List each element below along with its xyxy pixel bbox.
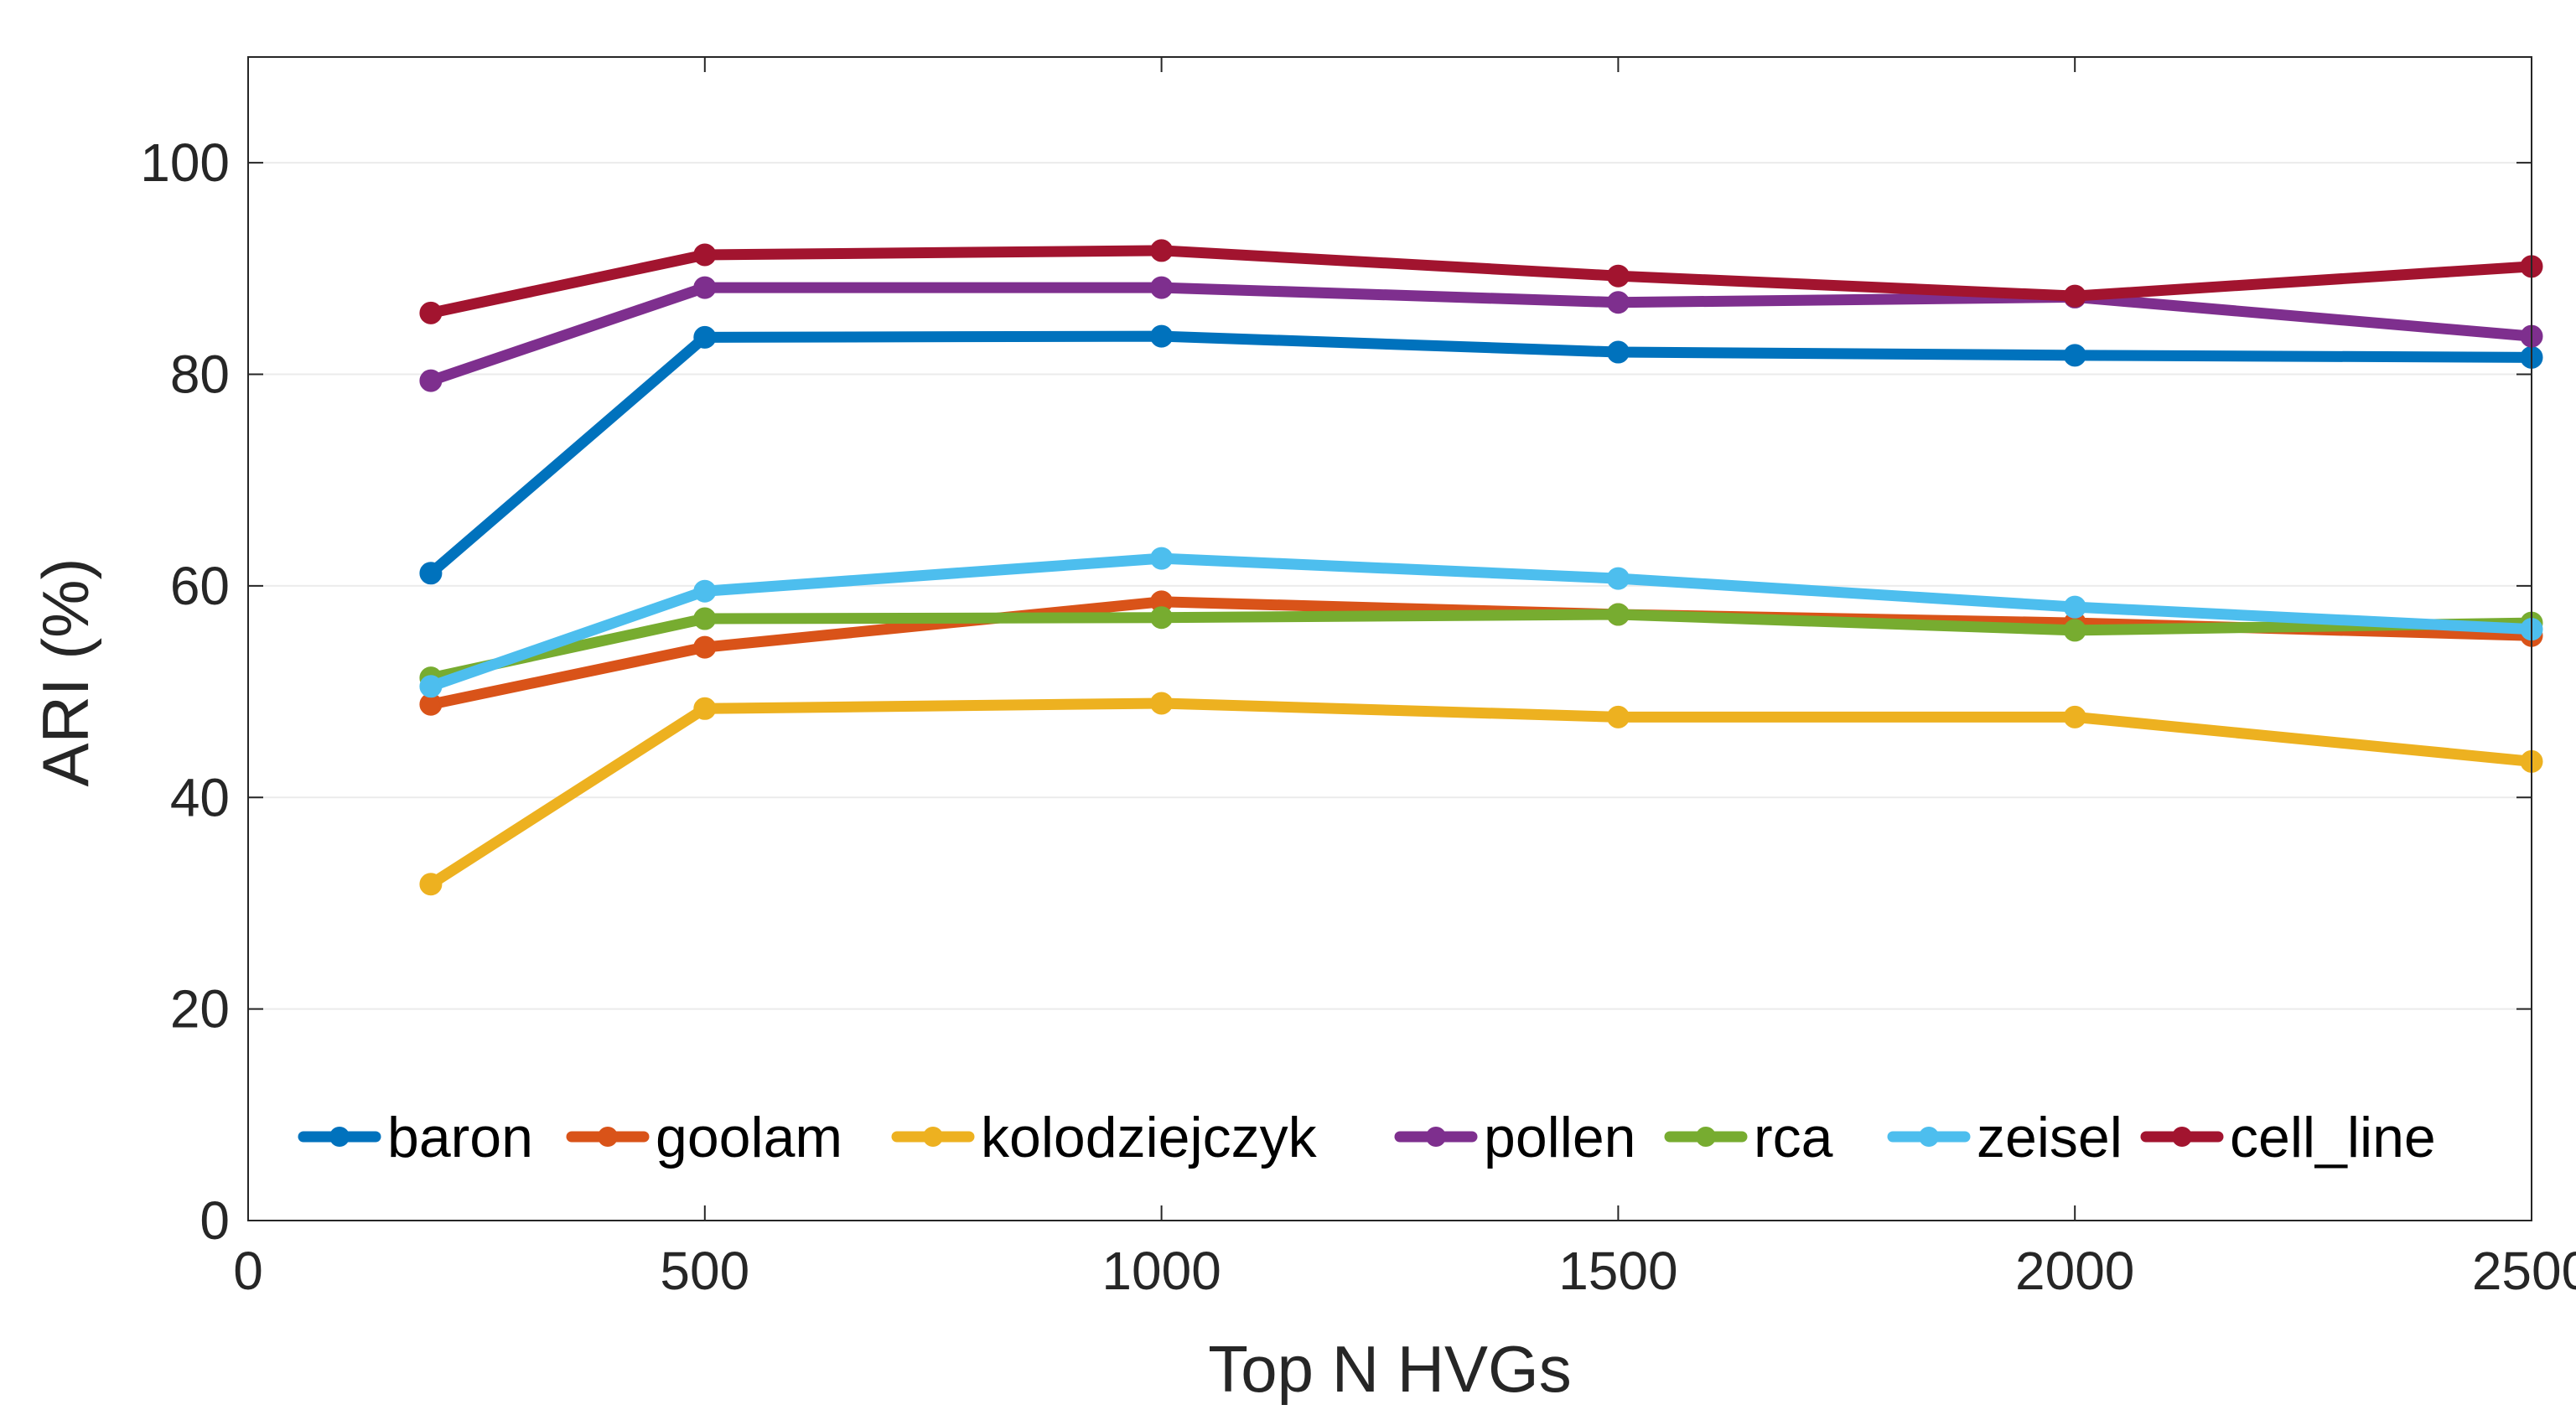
data-point-cell_line: [693, 243, 717, 267]
data-point-cell_line: [2063, 284, 2086, 308]
legend-item-cell_line: cell_line: [2140, 1106, 2436, 1169]
legend-marker: [923, 1127, 943, 1147]
data-point-baron: [1150, 324, 1174, 348]
legend-marker: [598, 1127, 618, 1147]
series-line-zeisel: [425, 552, 2537, 692]
data-point-zeisel: [1150, 547, 1174, 570]
legend-item-kolodziejczyk: kolodziejczyk: [891, 1106, 1318, 1169]
data-point-zeisel: [2063, 595, 2086, 619]
legend-marker: [1426, 1127, 1446, 1147]
data-point-zeisel: [419, 675, 443, 698]
x-tick-label: 500: [660, 1241, 749, 1301]
legend-marker: [2172, 1127, 2192, 1147]
data-point-cell_line: [1150, 239, 1174, 262]
series-rca: [419, 603, 2543, 690]
series-line-baron: [425, 330, 2537, 579]
legend-marker: [1696, 1127, 1716, 1147]
data-point-baron: [693, 325, 717, 349]
y-axis-title: ARI (%): [29, 558, 102, 787]
legend-marker: [1919, 1127, 1939, 1147]
series-line-rca: [425, 609, 2537, 684]
legend-label: cell_line: [2230, 1106, 2436, 1169]
series-baron: [419, 324, 2543, 585]
data-point-rca: [1150, 606, 1174, 630]
y-tick-label: 60: [170, 556, 230, 616]
legend-label: pollen: [1484, 1106, 1636, 1169]
data-point-baron: [1606, 340, 1630, 364]
x-tick-label: 1500: [1558, 1241, 1677, 1301]
data-point-kolodziejczyk: [1150, 692, 1174, 715]
legend-label: kolodziejczyk: [981, 1106, 1318, 1169]
legend-item-baron: baron: [298, 1106, 533, 1169]
data-point-cell_line: [419, 301, 443, 324]
series-kolodziejczyk: [419, 692, 2543, 896]
x-tick-label: 2000: [2015, 1241, 2134, 1301]
legend-label: zeisel: [1977, 1106, 2122, 1169]
data-point-pollen: [1606, 291, 1630, 314]
series-line-cell_line: [425, 245, 2537, 319]
grid: [248, 162, 2532, 1010]
series-line-pollen: [425, 282, 2537, 386]
legend-label: rca: [1754, 1106, 1833, 1169]
y-tick-label: 80: [170, 345, 230, 405]
data-point-kolodziejczyk: [1606, 705, 1630, 728]
data-point-rca: [2063, 619, 2086, 642]
data-point-zeisel: [1606, 567, 1630, 590]
y-tick-label: 20: [170, 979, 230, 1039]
data-point-zeisel: [693, 579, 717, 603]
data-point-cell_line: [1606, 264, 1630, 288]
y-tick-label: 40: [170, 767, 230, 827]
plot-frame: [247, 56, 2532, 1221]
data-point-pollen: [693, 276, 717, 299]
x-tick-label: 0: [233, 1241, 263, 1301]
data-point-kolodziejczyk: [693, 697, 717, 720]
x-tick-label: 1000: [1101, 1241, 1221, 1301]
legend: baron goolam kolodziejczyk pollen rca zeisel c…: [298, 1106, 2436, 1169]
data-point-goolam: [693, 635, 717, 659]
legend-label: baron: [387, 1106, 533, 1169]
data-point-kolodziejczyk: [2063, 705, 2086, 728]
x-axis-title: Top N HVGs: [1208, 1332, 1571, 1406]
series-line-kolodziejczyk: [425, 697, 2537, 890]
y-tick-label: 0: [200, 1190, 230, 1251]
data-point-rca: [1606, 603, 1630, 626]
legend-item-pollen: pollen: [1394, 1106, 1636, 1169]
legend-item-goolam: goolam: [566, 1106, 842, 1169]
data-point-rca: [693, 607, 717, 630]
legend-item-zeisel: zeisel: [1887, 1106, 2122, 1169]
data-point-baron: [2063, 344, 2086, 367]
data-point-pollen: [1150, 276, 1174, 299]
legend-marker: [329, 1127, 350, 1147]
legend-label: goolam: [656, 1106, 842, 1169]
legend-item-rca: rca: [1664, 1106, 1833, 1169]
data-point-kolodziejczyk: [419, 873, 443, 896]
data-point-baron: [419, 562, 443, 585]
y-tick-label: 100: [140, 132, 230, 193]
data-point-pollen: [419, 369, 443, 392]
axes: [247, 56, 2532, 1221]
